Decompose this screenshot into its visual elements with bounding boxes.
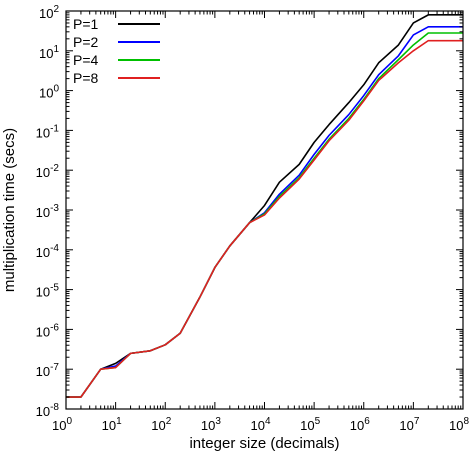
x-tick-label: 101 — [102, 416, 122, 433]
y-tick-label: 10-4 — [36, 243, 60, 260]
legend: P=1 P=2 P=4 P=8 — [73, 16, 160, 86]
x-tick-label: 102 — [151, 416, 171, 433]
legend-label-p-4: P=4 — [73, 52, 99, 68]
y-tick-label: 10-7 — [36, 362, 60, 379]
series-layer — [66, 14, 463, 398]
y-tick-label: 10-1 — [36, 123, 60, 140]
x-tick-label: 100 — [52, 416, 72, 433]
x-tick-label: 107 — [399, 416, 419, 433]
x-tick-label: 103 — [201, 416, 221, 433]
plot-frame — [65, 10, 464, 410]
x-axis-title: integer size (decimals) — [189, 435, 339, 452]
series-line-p-8 — [66, 39, 463, 398]
x-tick-label: 105 — [300, 416, 320, 433]
y-tick-label: 10-6 — [36, 322, 60, 339]
x-tick-label: 104 — [250, 416, 270, 433]
y-tick-label: 10-2 — [36, 163, 60, 180]
x-tick-label: 108 — [449, 416, 469, 433]
y-tick-label: 10-3 — [36, 203, 60, 220]
y-tick-label: 102 — [39, 4, 59, 21]
legend-label-p-1: P=1 — [73, 16, 99, 32]
tick-labels-layer: 100 101 102 103 104 105 106 107 108 10-8 10-7 10-6 1… — [36, 4, 470, 433]
legend-label-p-2: P=2 — [73, 34, 99, 50]
y-tick-label: 10-8 — [36, 402, 60, 419]
y-tick-label: 101 — [39, 44, 59, 61]
y-tick-label: 100 — [39, 84, 59, 101]
legend-label-p-8: P=8 — [73, 70, 99, 86]
x-tick-label: 106 — [350, 416, 370, 433]
y-tick-label: 10-5 — [36, 283, 60, 300]
y-axis-title: multiplication time (secs) — [1, 128, 18, 292]
